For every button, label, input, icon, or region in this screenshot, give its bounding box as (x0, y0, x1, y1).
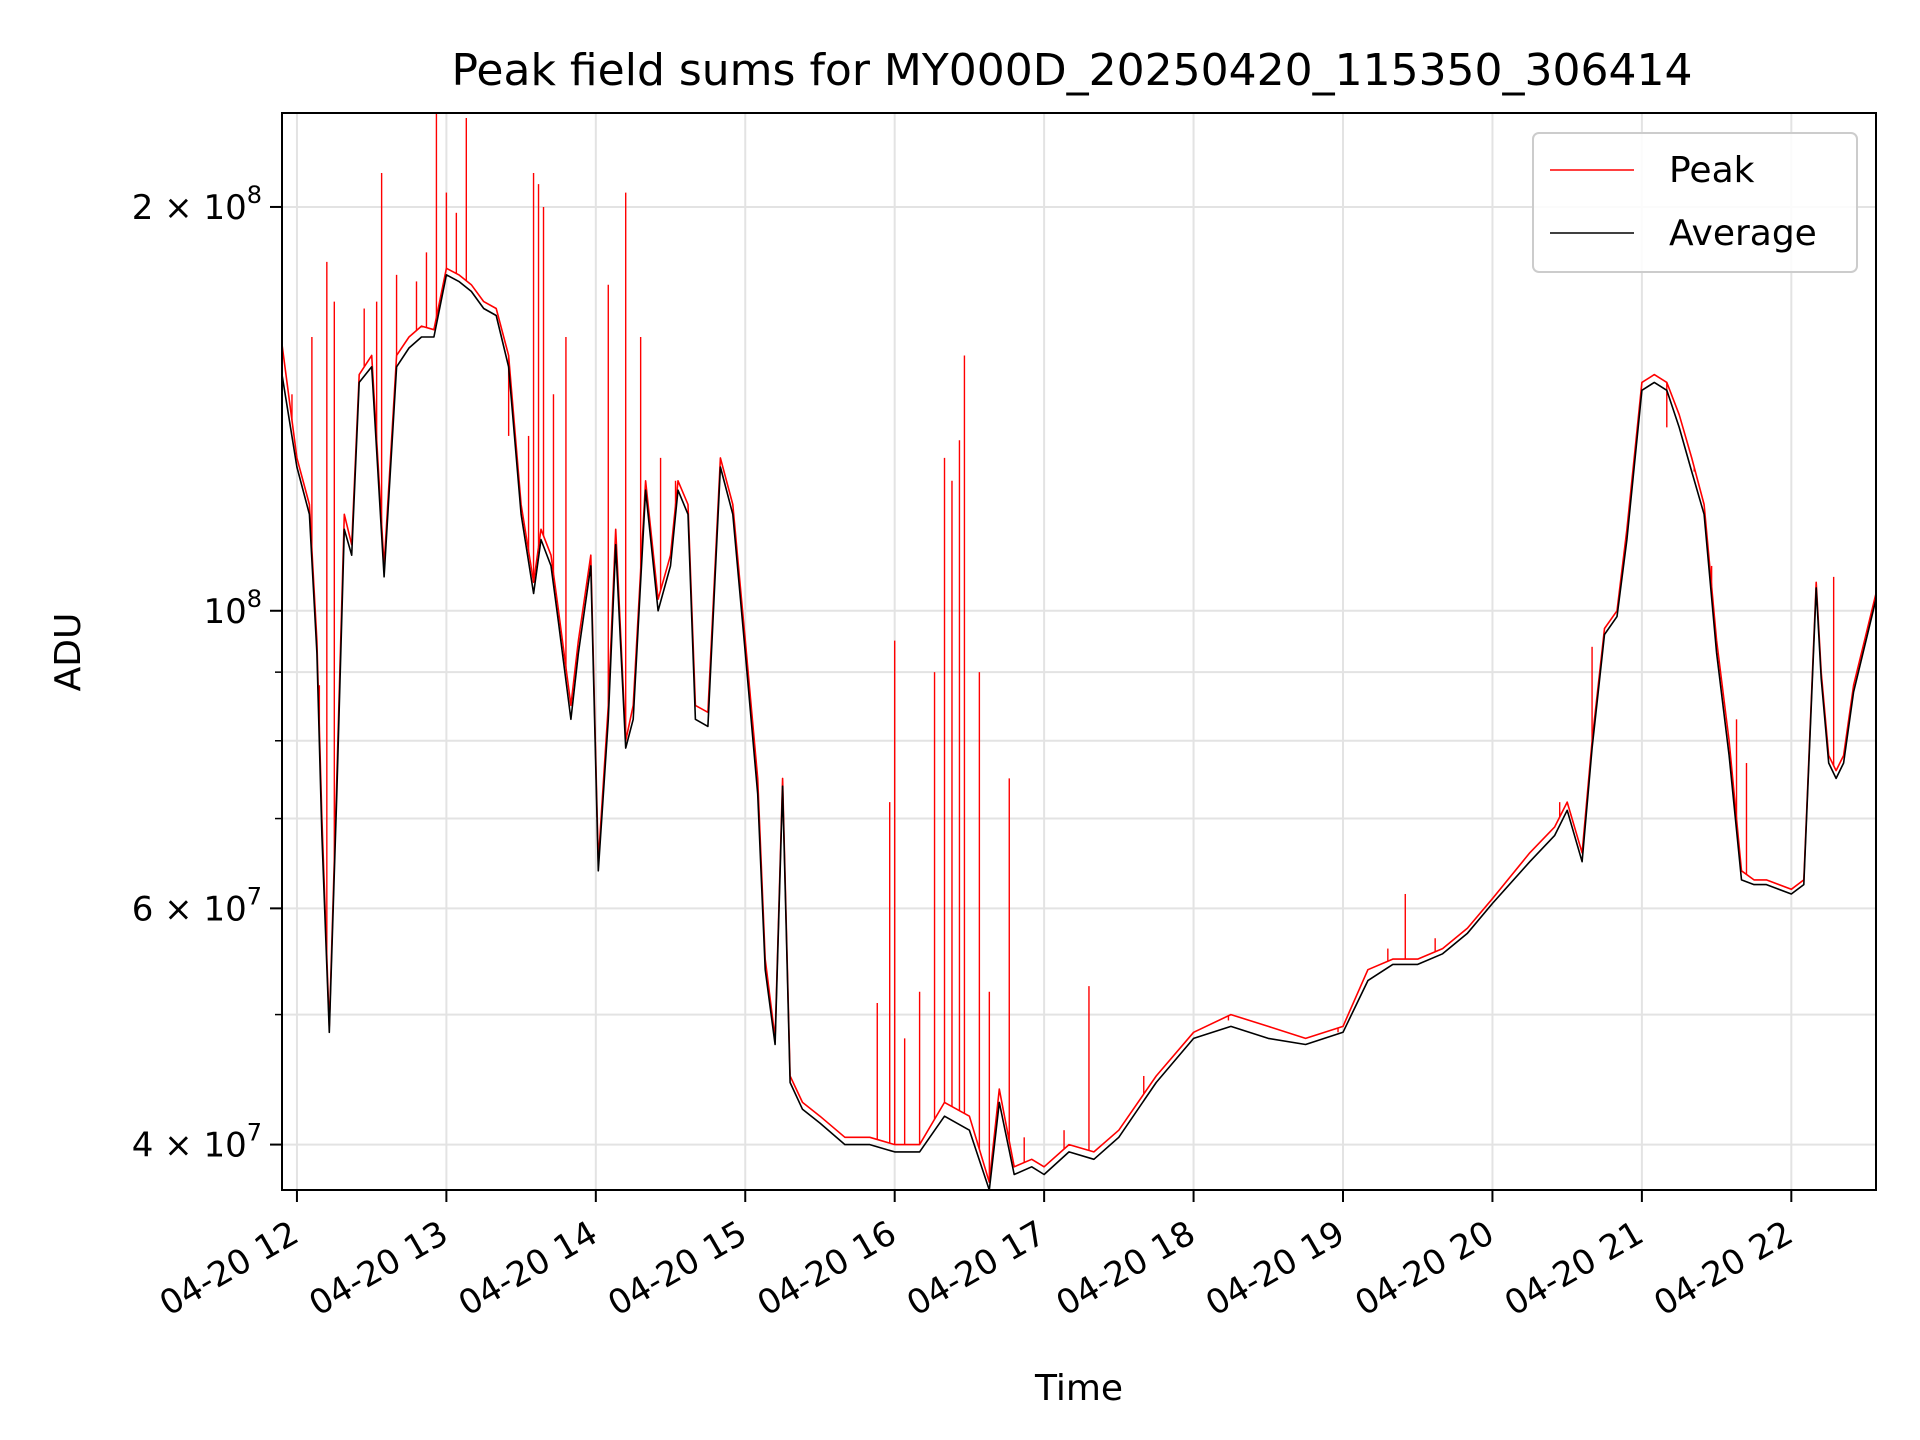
y-axis-label: ADU (48, 613, 89, 692)
plot-frame (281, 112, 1877, 1191)
y-tick-label: 2 × 108 (132, 181, 262, 228)
y-tick-label: 108 (203, 585, 262, 632)
chart-title: Peak field sums for MY000D_20250420_1153… (451, 45, 1692, 96)
average-series-line (282, 274, 1876, 1190)
y-tick-label: 4 × 107 (132, 1119, 262, 1166)
legend-box (1532, 132, 1858, 273)
legend-label-average: Average (1669, 213, 1817, 254)
legend-label-peak: Peak (1669, 150, 1755, 191)
x-axis-label: Time (1034, 1368, 1123, 1409)
plot-series (282, 113, 1876, 1190)
legend: Peak Average (1532, 132, 1858, 273)
peak-series-line (282, 267, 1876, 1183)
y-tick-label: 6 × 107 (132, 882, 262, 929)
grid (282, 113, 1876, 1190)
